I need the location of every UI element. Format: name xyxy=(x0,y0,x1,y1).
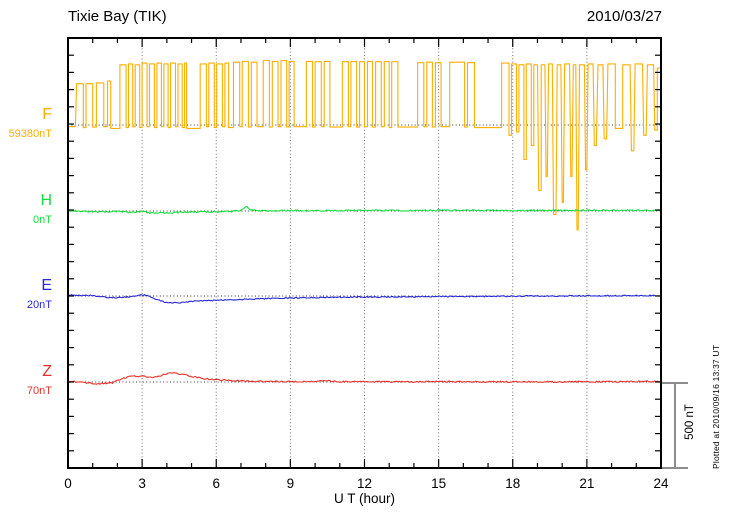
series-F-baseline-value: 59380nT xyxy=(8,128,52,140)
x-tick-label: 18 xyxy=(505,476,520,491)
series-H-baseline-value: 0nT xyxy=(33,214,52,226)
series-label-H: H 0nT xyxy=(33,193,52,226)
series-F-letter: F xyxy=(42,106,52,123)
series-label-Z: Z 70nT xyxy=(27,364,52,397)
trace-E xyxy=(67,294,662,304)
series-label-E: E 20nT xyxy=(27,278,52,311)
series-E-letter: E xyxy=(41,277,52,294)
x-tick-label: 21 xyxy=(579,476,594,491)
series-H-letter: H xyxy=(40,192,52,209)
trace-F xyxy=(68,59,661,231)
x-tick-label: 0 xyxy=(64,476,72,491)
station-title: Tixie Bay (TIK) xyxy=(68,8,167,25)
series-E-baseline-value: 20nT xyxy=(26,299,52,311)
x-tick-label: 24 xyxy=(653,476,669,491)
x-tick-label: 9 xyxy=(287,476,295,491)
x-tick-label: 6 xyxy=(212,476,220,491)
series-label-F: F 59380nT xyxy=(9,107,52,140)
scale-bar-label: 500 nT xyxy=(684,404,696,440)
plot-date: 2010/03/27 xyxy=(586,8,662,25)
x-tick-label: 15 xyxy=(431,476,446,491)
scale-bar xyxy=(662,382,688,469)
trace-Z xyxy=(67,372,662,385)
x-axis-label: U T (hour) xyxy=(333,491,396,506)
series-Z-letter: Z xyxy=(42,363,52,380)
plotted-at-note: Plotted at 2010/09/16 13:37 UT xyxy=(711,344,721,469)
x-tick-label: 3 xyxy=(138,476,146,491)
series-Z-baseline-value: 70nT xyxy=(26,385,52,397)
trace-H xyxy=(67,205,662,214)
x-tick-label: 12 xyxy=(357,476,372,491)
